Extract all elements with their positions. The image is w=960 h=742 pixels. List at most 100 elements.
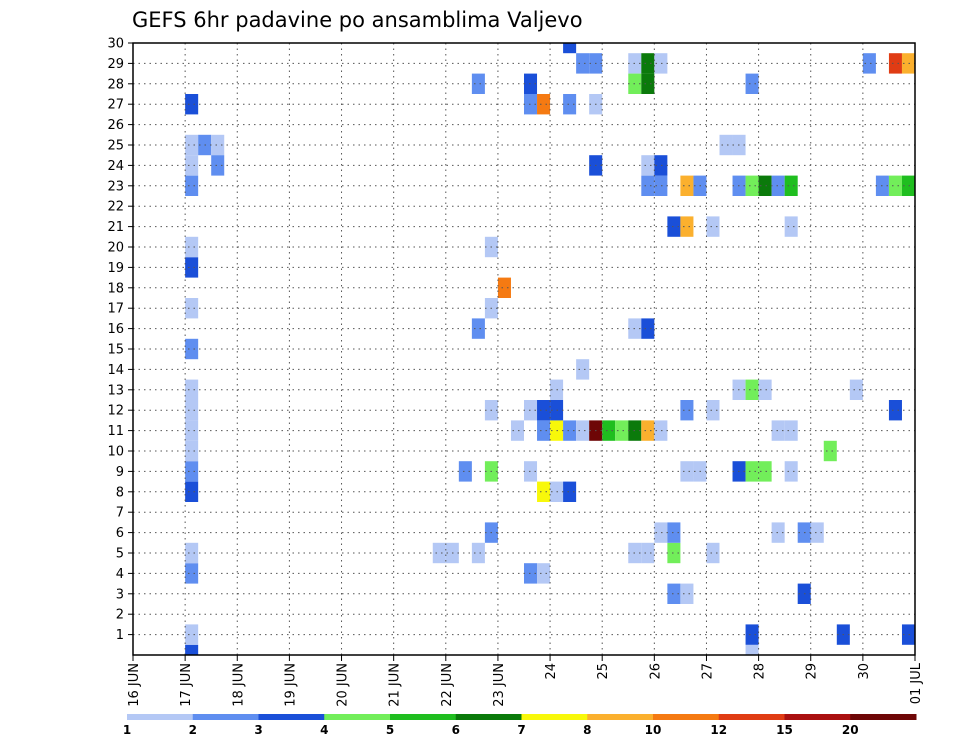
precip-cell <box>654 420 668 441</box>
precip-cell <box>185 481 199 502</box>
y-tick-label: 8 <box>116 485 124 500</box>
precip-cell <box>810 522 824 543</box>
y-tick-label: 13 <box>107 383 124 398</box>
y-tick-label: 12 <box>107 404 124 419</box>
legend-label: 4 <box>320 723 328 737</box>
y-tick-label: 16 <box>107 322 124 337</box>
precip-cell <box>185 338 199 360</box>
precip-cell <box>524 94 538 115</box>
precip-cell <box>576 53 590 74</box>
precip-cell <box>615 420 629 441</box>
precip-cell <box>771 522 785 543</box>
precip-cell <box>185 420 199 441</box>
precip-cell <box>654 522 668 543</box>
y-tick-label: 4 <box>116 567 124 582</box>
y-tick-label: 20 <box>107 241 124 256</box>
precip-cell <box>185 461 199 482</box>
legend-label: 5 <box>386 723 394 737</box>
precip-cell <box>888 400 902 421</box>
precip-cell <box>745 379 759 400</box>
precip-cell <box>901 624 915 645</box>
precip-cell <box>745 644 759 655</box>
precip-cell <box>211 134 225 156</box>
precip-cell <box>563 43 577 54</box>
legend-label: 8 <box>583 723 591 737</box>
precip-cell <box>654 53 668 74</box>
precip-cell <box>758 461 772 482</box>
precip-cell <box>706 400 720 421</box>
precip-cell <box>680 461 694 482</box>
precip-cell <box>185 94 199 115</box>
precip-cell <box>667 216 681 237</box>
precip-cell <box>706 216 720 237</box>
x-tick-label: 20 JUN <box>336 663 351 707</box>
precip-cell <box>185 563 199 584</box>
precip-cell <box>563 420 577 441</box>
precip-cell <box>185 379 199 400</box>
precip-cell <box>563 481 577 502</box>
precip-cell <box>784 461 798 482</box>
precip-cell <box>641 155 655 176</box>
y-tick-label: 11 <box>107 424 124 439</box>
legend-swatch <box>587 714 654 720</box>
precip-cell <box>185 155 199 176</box>
precip-cell <box>784 216 798 237</box>
x-tick-label: 01 JUL <box>909 662 924 704</box>
x-tick-label: 22 JUN <box>440 663 455 707</box>
y-tick-label: 23 <box>107 179 124 194</box>
precip-cell <box>758 379 772 400</box>
y-tick-label: 2 <box>116 608 124 623</box>
legend-label: 15 <box>776 723 793 737</box>
y-tick-label: 17 <box>107 302 124 317</box>
x-tick-label: 19 JUN <box>283 663 298 707</box>
precip-cell <box>602 420 616 441</box>
precip-cell <box>537 563 551 584</box>
precip-cell <box>901 175 915 196</box>
legend-label: 1 <box>123 723 131 737</box>
legend-swatch <box>718 714 785 720</box>
legend-swatch <box>127 714 194 720</box>
x-tick-label: 18 JUN <box>231 663 246 707</box>
precip-cell <box>654 155 668 176</box>
precip-cell <box>497 277 511 298</box>
legend-swatch <box>653 714 720 720</box>
x-tick-label: 25 <box>596 663 611 680</box>
y-tick-label: 5 <box>116 547 124 562</box>
y-tick-label: 3 <box>116 587 124 602</box>
y-tick-label: 30 <box>107 37 124 52</box>
chart-title: GEFS 6hr padavine po ansamblima Valjevo <box>132 8 583 32</box>
y-tick-label: 1 <box>116 628 124 643</box>
precip-cell <box>680 175 694 196</box>
legend-label: 6 <box>452 723 460 737</box>
precip-cell <box>745 624 759 645</box>
precip-cell <box>185 624 199 645</box>
color-legend: 1 2 3 4 5 6 7 8 10 12 15 20 <box>123 714 917 737</box>
precip-cell <box>432 542 446 564</box>
legend-label: 12 <box>710 723 727 737</box>
y-tick-label: 19 <box>107 261 124 276</box>
precip-cell <box>524 400 538 421</box>
precip-cell <box>862 53 876 74</box>
precip-cell <box>654 175 668 196</box>
x-tick-label: 21 JUN <box>388 663 403 707</box>
precip-cell <box>537 400 551 421</box>
precip-cell <box>784 420 798 441</box>
precip-cell <box>641 542 655 564</box>
x-tick-label: 27 <box>700 663 715 680</box>
legend-swatch <box>784 714 851 720</box>
precip-cell <box>510 420 524 441</box>
precip-cell <box>641 73 655 94</box>
precip-cell <box>745 175 759 196</box>
legend-label: 10 <box>645 723 662 737</box>
precip-cell <box>537 420 551 441</box>
y-tick-label: 24 <box>107 159 124 174</box>
y-tick-label: 27 <box>107 98 124 113</box>
precip-cell <box>745 461 759 482</box>
legend-label: 20 <box>842 723 859 737</box>
precip-cell <box>563 94 577 115</box>
y-tick-label: 18 <box>107 281 124 296</box>
precip-cell <box>576 420 590 441</box>
x-tick-label: 26 <box>648 663 663 680</box>
y-tick-label: 21 <box>107 220 124 235</box>
precip-cell <box>537 481 551 502</box>
